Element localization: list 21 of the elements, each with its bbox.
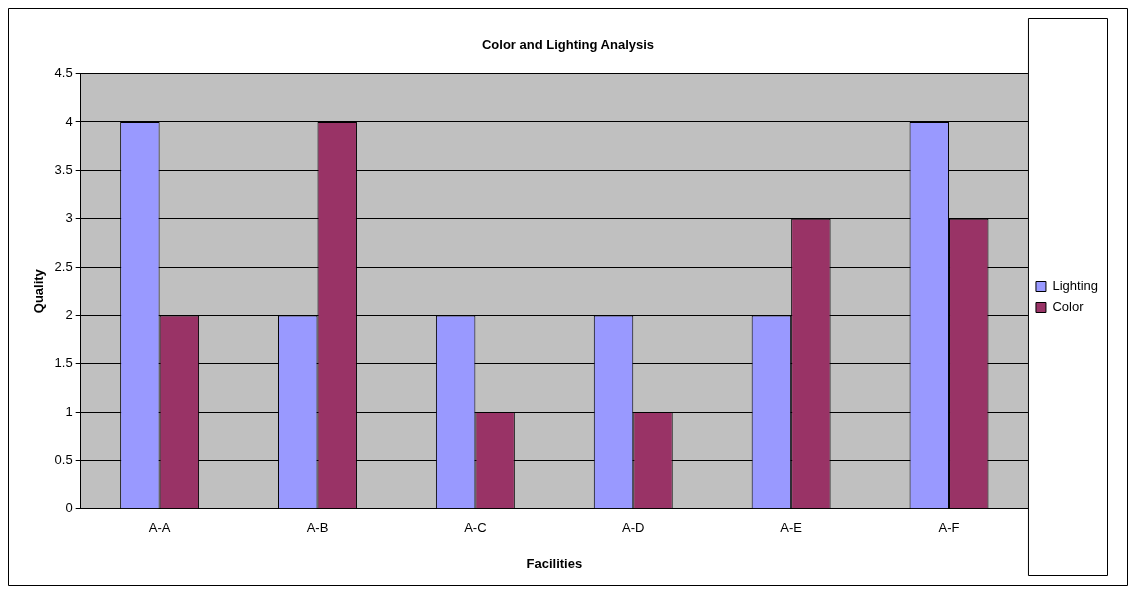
y-tick-label: 1 bbox=[65, 403, 73, 419]
y-tick-label: 0.5 bbox=[54, 452, 73, 468]
y-tick-label: 3.5 bbox=[54, 161, 73, 177]
chart-title: Color and Lighting Analysis bbox=[481, 37, 655, 53]
x-tick-label: A-C bbox=[464, 520, 487, 536]
y-axis-title: Quality bbox=[31, 268, 47, 314]
x-tick-label: A-A bbox=[148, 520, 171, 536]
x-tick-label: A-F bbox=[938, 520, 960, 536]
x-tick-label: A-D bbox=[622, 520, 645, 536]
x-tick-label: A-E bbox=[780, 520, 803, 536]
x-axis-title: Facilities bbox=[526, 555, 583, 571]
x-tick-label: A-B bbox=[306, 520, 329, 536]
y-tick-label: 2 bbox=[65, 306, 73, 322]
y-tick-label: 0 bbox=[65, 500, 73, 516]
legend-label: Lighting bbox=[1052, 278, 1099, 294]
legend-label: Color bbox=[1052, 299, 1085, 315]
y-tick-label: 2.5 bbox=[54, 258, 73, 274]
y-tick-label: 4.5 bbox=[54, 65, 73, 81]
y-tick-label: 1.5 bbox=[54, 355, 73, 371]
y-tick-label: 4 bbox=[65, 113, 73, 129]
y-tick-label: 3 bbox=[65, 210, 73, 226]
